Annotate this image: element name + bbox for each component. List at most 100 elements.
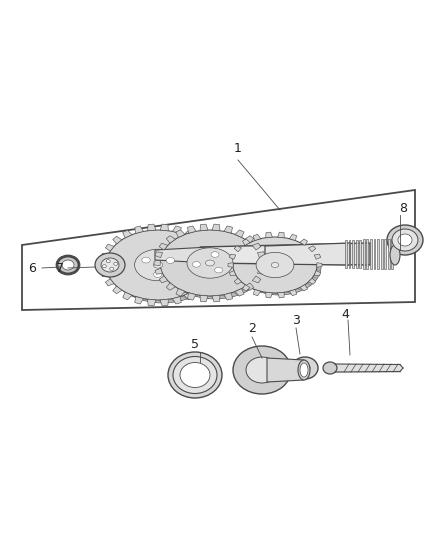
- Polygon shape: [234, 278, 242, 284]
- Polygon shape: [155, 252, 162, 257]
- Polygon shape: [106, 279, 114, 286]
- Polygon shape: [230, 254, 236, 259]
- Polygon shape: [300, 285, 307, 291]
- Polygon shape: [278, 292, 284, 298]
- Ellipse shape: [390, 245, 400, 265]
- Polygon shape: [187, 293, 196, 300]
- Polygon shape: [202, 244, 211, 251]
- Ellipse shape: [271, 262, 279, 268]
- Polygon shape: [176, 288, 185, 296]
- Polygon shape: [106, 244, 114, 251]
- Ellipse shape: [101, 258, 119, 272]
- Polygon shape: [184, 230, 193, 238]
- Polygon shape: [100, 262, 106, 268]
- Ellipse shape: [187, 248, 233, 278]
- Polygon shape: [267, 358, 304, 382]
- Ellipse shape: [102, 265, 106, 268]
- Ellipse shape: [142, 257, 150, 263]
- Polygon shape: [374, 239, 375, 269]
- Ellipse shape: [173, 357, 217, 393]
- Polygon shape: [252, 243, 261, 250]
- Polygon shape: [148, 224, 156, 231]
- Polygon shape: [194, 286, 203, 294]
- Polygon shape: [384, 239, 386, 269]
- Ellipse shape: [168, 352, 222, 398]
- Polygon shape: [230, 271, 236, 276]
- Polygon shape: [135, 226, 144, 233]
- Text: 2: 2: [248, 321, 256, 335]
- Polygon shape: [166, 283, 175, 290]
- Polygon shape: [200, 243, 370, 265]
- Polygon shape: [123, 230, 132, 238]
- Ellipse shape: [110, 268, 114, 270]
- Polygon shape: [359, 239, 361, 269]
- Ellipse shape: [246, 357, 278, 383]
- Polygon shape: [160, 224, 168, 231]
- Ellipse shape: [300, 363, 308, 377]
- Ellipse shape: [215, 268, 223, 273]
- Ellipse shape: [160, 230, 260, 296]
- Polygon shape: [200, 224, 208, 231]
- Polygon shape: [123, 292, 132, 300]
- Polygon shape: [187, 226, 196, 233]
- Text: 5: 5: [191, 338, 199, 351]
- Ellipse shape: [180, 362, 210, 387]
- Text: 3: 3: [292, 313, 300, 327]
- Polygon shape: [356, 240, 357, 268]
- Polygon shape: [308, 278, 316, 284]
- Ellipse shape: [153, 271, 162, 277]
- Ellipse shape: [237, 239, 321, 295]
- Ellipse shape: [300, 364, 310, 373]
- Polygon shape: [290, 235, 297, 240]
- Polygon shape: [207, 253, 215, 260]
- Polygon shape: [314, 254, 321, 259]
- Ellipse shape: [233, 237, 317, 293]
- Ellipse shape: [166, 257, 174, 263]
- Polygon shape: [381, 239, 382, 269]
- Text: 8: 8: [399, 201, 407, 214]
- Ellipse shape: [192, 262, 200, 267]
- Ellipse shape: [95, 253, 125, 277]
- Polygon shape: [349, 240, 350, 268]
- Polygon shape: [243, 285, 250, 291]
- Text: 6: 6: [28, 262, 36, 274]
- Ellipse shape: [106, 260, 110, 263]
- Polygon shape: [173, 226, 181, 233]
- Polygon shape: [300, 239, 307, 245]
- Polygon shape: [101, 253, 109, 260]
- Polygon shape: [184, 292, 193, 300]
- Ellipse shape: [233, 346, 291, 394]
- Ellipse shape: [323, 362, 337, 374]
- Polygon shape: [266, 292, 272, 298]
- Ellipse shape: [292, 357, 318, 379]
- Ellipse shape: [111, 233, 215, 303]
- Polygon shape: [235, 230, 244, 237]
- Polygon shape: [194, 236, 203, 244]
- Polygon shape: [135, 297, 144, 304]
- Polygon shape: [166, 236, 175, 243]
- Polygon shape: [207, 271, 215, 277]
- Polygon shape: [265, 243, 350, 265]
- Polygon shape: [253, 289, 261, 296]
- Text: 7: 7: [56, 262, 64, 274]
- Polygon shape: [260, 260, 266, 265]
- Polygon shape: [176, 230, 185, 237]
- Polygon shape: [290, 289, 297, 296]
- Polygon shape: [345, 240, 347, 268]
- Polygon shape: [155, 268, 162, 274]
- Polygon shape: [101, 271, 109, 277]
- Polygon shape: [155, 247, 210, 263]
- Polygon shape: [200, 295, 208, 302]
- Polygon shape: [148, 300, 156, 306]
- Ellipse shape: [205, 260, 215, 266]
- Text: 1: 1: [234, 141, 242, 155]
- Polygon shape: [308, 246, 316, 252]
- Polygon shape: [113, 236, 122, 244]
- Polygon shape: [234, 246, 242, 252]
- Polygon shape: [224, 293, 233, 300]
- Polygon shape: [392, 239, 393, 269]
- Polygon shape: [317, 263, 322, 267]
- Polygon shape: [113, 286, 122, 294]
- Ellipse shape: [165, 233, 265, 299]
- Polygon shape: [278, 232, 284, 238]
